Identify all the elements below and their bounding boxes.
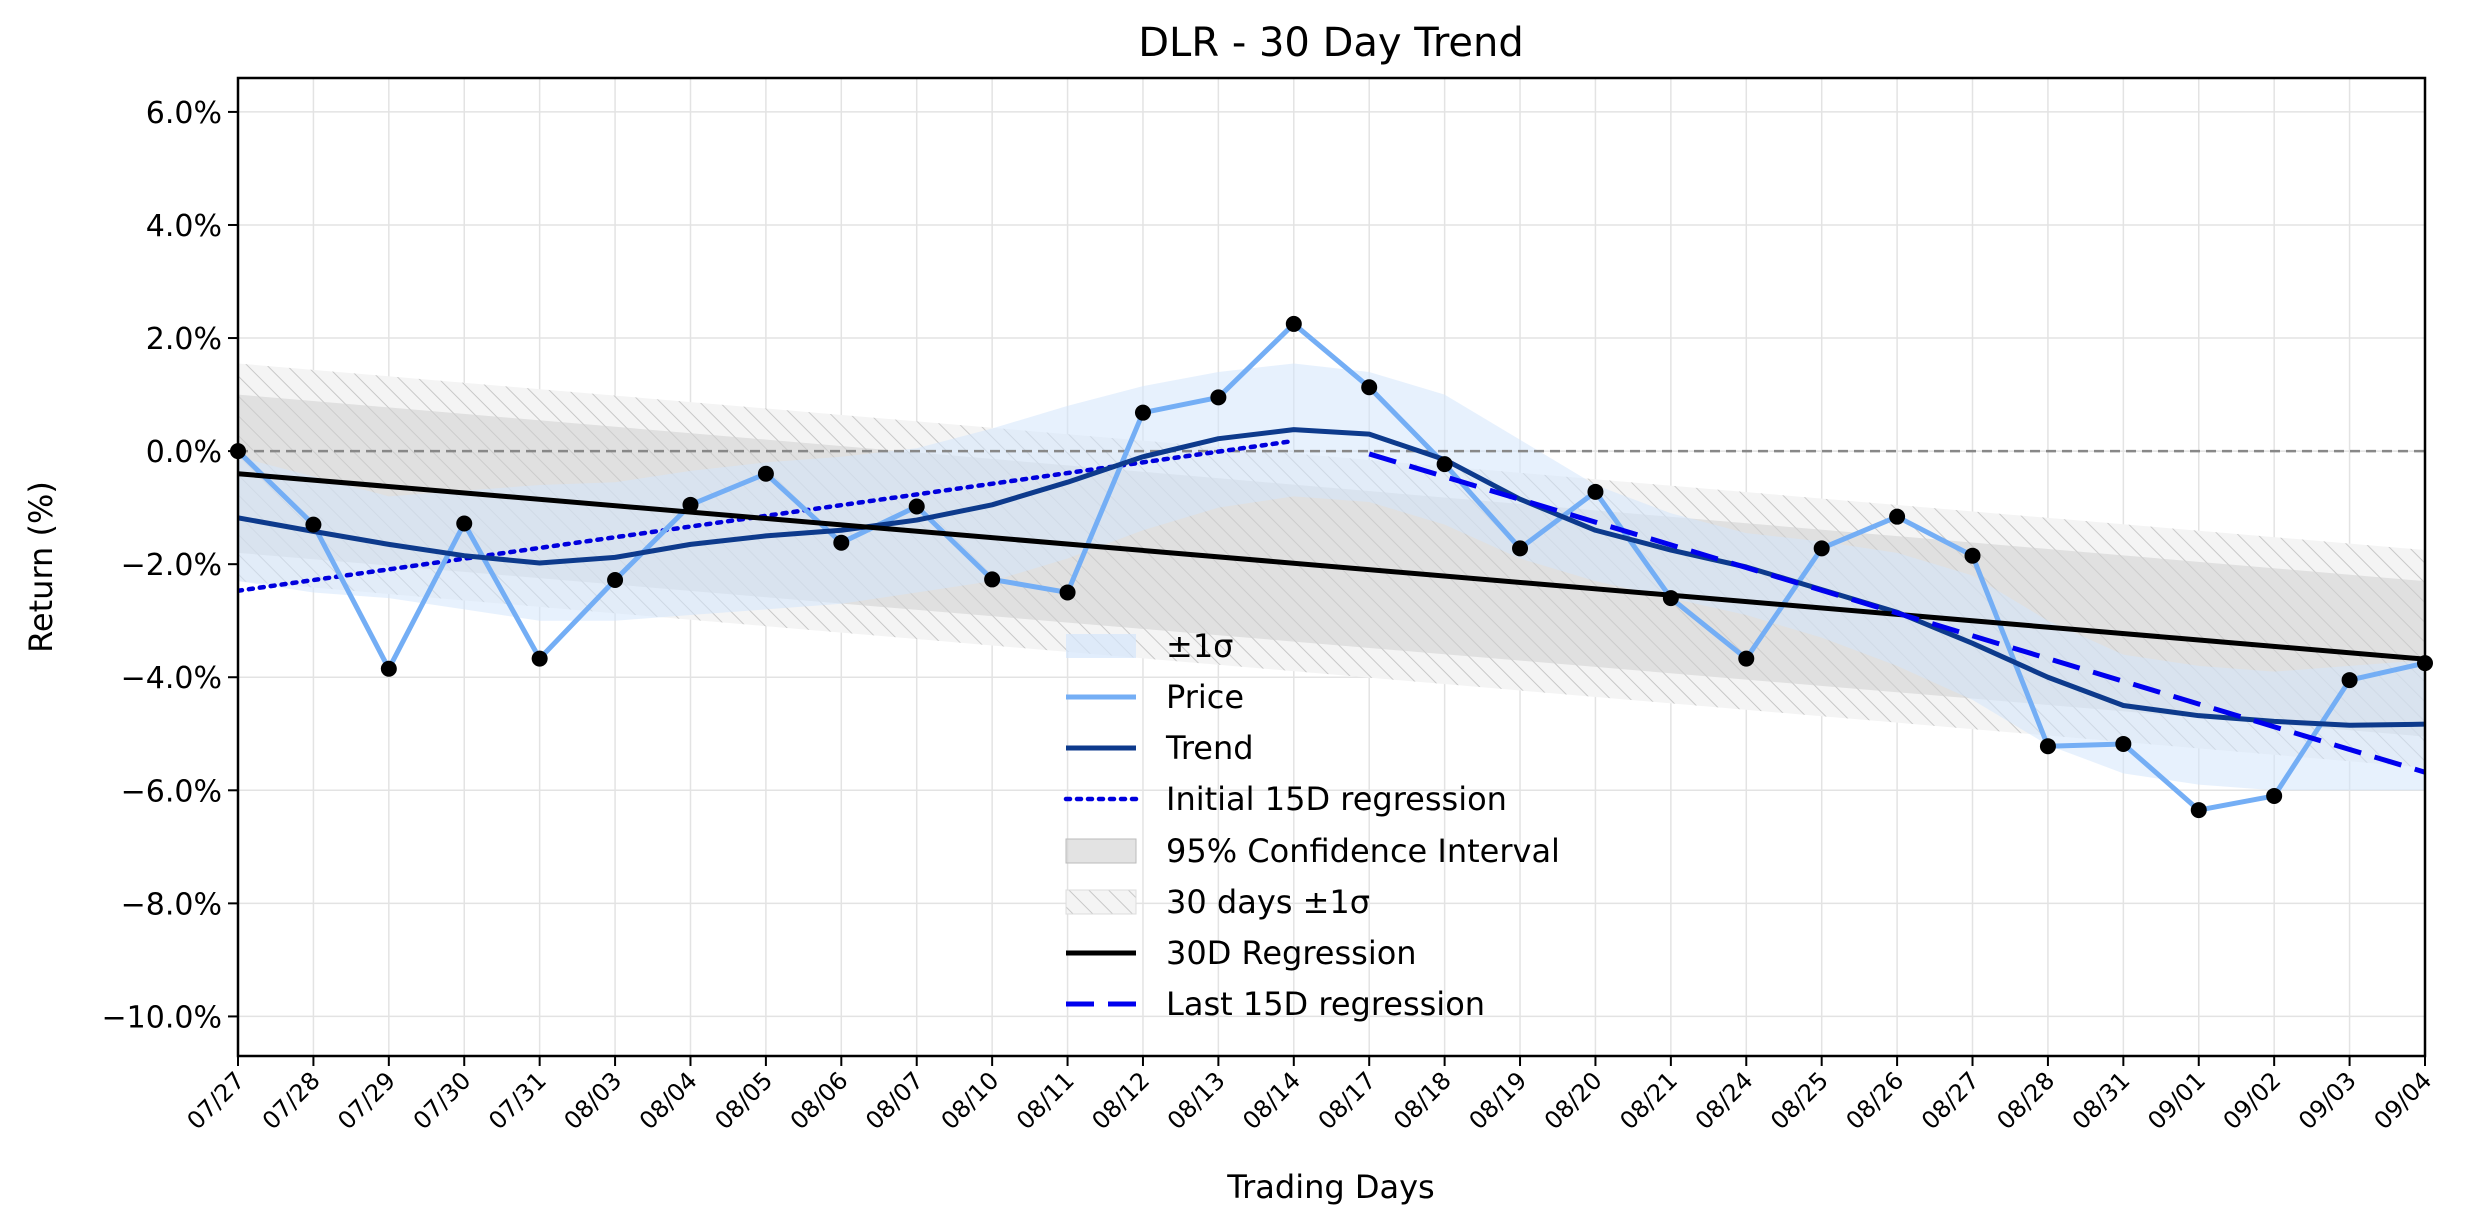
- x-tick-label: 08/10: [936, 1066, 1005, 1135]
- bands: [238, 363, 2425, 791]
- x-tick-label: 07/29: [332, 1066, 401, 1135]
- x-tick-label: 07/30: [408, 1066, 477, 1135]
- y-tick-label: −10.0%: [102, 1000, 222, 1035]
- price-point: [757, 465, 774, 482]
- price-point: [305, 516, 322, 533]
- x-tick-label: 08/28: [1991, 1066, 2060, 1135]
- price-point: [682, 496, 699, 513]
- x-tick-label: 08/14: [1237, 1066, 1306, 1135]
- legend-label: 95% Confidence Interval: [1166, 832, 1560, 870]
- 30d-regression-line: [238, 471, 2425, 662]
- price-point: [1210, 389, 1227, 406]
- x-tick-label: 09/01: [2142, 1066, 2211, 1135]
- price-point: [1813, 540, 1830, 557]
- price-point: [1361, 379, 1378, 396]
- price-point: [2266, 787, 2283, 804]
- price-point: [1889, 508, 1906, 525]
- trend-line: [238, 427, 2425, 728]
- price-point: [2341, 672, 2358, 689]
- x-tick-label: 08/19: [1464, 1066, 1533, 1135]
- legend-swatch-30d-sigma: [1065, 889, 1137, 915]
- x-tick-label: 08/11: [1011, 1066, 1080, 1135]
- series-lines: [238, 321, 2425, 813]
- price-point: [2115, 735, 2132, 752]
- initial-15d-regression-line: [238, 438, 1297, 593]
- x-tick-label: 08/26: [1841, 1066, 1910, 1135]
- price-point: [1662, 590, 1679, 607]
- chart-title: DLR - 30 Day Trend: [1138, 20, 1524, 66]
- y-tick-label: 6.0%: [146, 96, 222, 131]
- legend-label: 30D Regression: [1166, 934, 1417, 972]
- legend-swatch-ci: [1065, 838, 1137, 864]
- legend-label: Price: [1166, 678, 1244, 716]
- price-point: [531, 650, 548, 667]
- price-line: [238, 321, 2425, 813]
- x-tick-label: 08/21: [1614, 1066, 1683, 1135]
- price-point: [1964, 547, 1981, 564]
- x-tick-label: 08/12: [1086, 1066, 1155, 1135]
- price-point: [1587, 483, 1604, 500]
- x-tick-label: 08/03: [559, 1066, 628, 1135]
- x-tick-label: 08/25: [1765, 1066, 1834, 1135]
- price-point: [833, 534, 850, 551]
- legend-label: Initial 15D regression: [1166, 780, 1507, 818]
- price-point: [1285, 315, 1302, 332]
- price-point: [607, 572, 624, 589]
- band-sigma: [238, 363, 2425, 791]
- price-point: [2190, 802, 2207, 819]
- x-axis-label: Trading Days: [1226, 1168, 1434, 1206]
- y-tick-label: 2.0%: [146, 322, 222, 357]
- x-tick-label: 07/28: [257, 1066, 326, 1135]
- price-point: [908, 498, 925, 515]
- plot-frame: [236, 76, 2427, 1058]
- y-axis-label: Return (%): [22, 481, 60, 653]
- x-tick-label: 08/24: [1690, 1066, 1759, 1135]
- x-tick-label: 08/17: [1313, 1066, 1382, 1135]
- legend: ±1σ Price Trend Initial 15D regression 95% C…: [1063, 627, 1560, 1023]
- x-tick-label: 09/04: [2369, 1066, 2438, 1135]
- price-point: [456, 515, 473, 532]
- x-tick-label: 08/04: [634, 1066, 703, 1135]
- price-point: [1738, 650, 1755, 667]
- legend-swatch-sigma: [1066, 634, 1136, 658]
- x-tick-label: 09/03: [2293, 1066, 2362, 1135]
- price-point: [1059, 584, 1076, 601]
- price-point: [1512, 540, 1529, 557]
- x-tick-label: 08/31: [2067, 1066, 2136, 1135]
- price-point: [380, 660, 397, 677]
- legend-label: Trend: [1165, 729, 1254, 767]
- y-tick-label: 0.0%: [146, 435, 222, 470]
- price-point: [1436, 456, 1453, 473]
- legend-label: Last 15D regression: [1166, 985, 1485, 1023]
- legend-label: 30 days ±1σ: [1166, 883, 1370, 921]
- price-point: [1134, 404, 1151, 421]
- legend-label: ±1σ: [1166, 627, 1233, 665]
- x-tick-label: 08/20: [1539, 1066, 1608, 1135]
- price-point: [984, 571, 1001, 588]
- x-tick-label: 08/13: [1162, 1066, 1231, 1135]
- y-tick-label: −8.0%: [121, 887, 222, 922]
- x-tick-label: 08/07: [860, 1066, 929, 1135]
- x-tick-label: 09/02: [2218, 1066, 2287, 1135]
- x-tick-label: 07/31: [483, 1066, 552, 1135]
- price-point: [2039, 738, 2056, 755]
- x-tick-label: 07/27: [182, 1066, 251, 1135]
- y-tick-label: −2.0%: [121, 548, 222, 583]
- price-markers: [230, 315, 2433, 819]
- y-tick-label: 4.0%: [146, 209, 222, 244]
- x-tick-label: 08/05: [709, 1066, 778, 1135]
- x-tick-label: 08/06: [785, 1066, 854, 1135]
- x-tick-label: 08/18: [1388, 1066, 1457, 1135]
- x-tick-label: 08/27: [1916, 1066, 1985, 1135]
- last-15d-regression-line: [1368, 451, 2425, 775]
- y-tick-label: −4.0%: [121, 661, 222, 696]
- y-tick-label: −6.0%: [121, 774, 222, 809]
